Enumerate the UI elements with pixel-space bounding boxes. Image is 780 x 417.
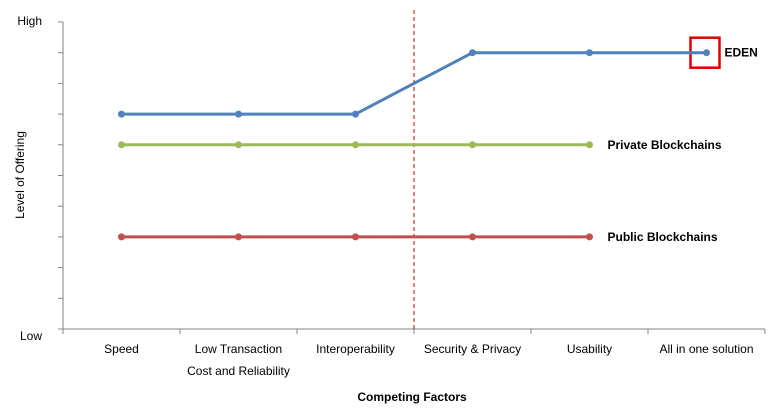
chart-series	[118, 49, 710, 241]
data-point	[118, 141, 125, 149]
data-point	[703, 49, 710, 57]
data-point	[469, 49, 476, 57]
data-point	[469, 233, 476, 241]
x-tick-label: Interoperability	[316, 342, 395, 356]
x-tick-label: All in one solution	[659, 342, 753, 356]
x-tick-label: Low Transaction Cost and Reliability	[187, 342, 290, 378]
series-label: Public Blockchains	[608, 230, 718, 244]
y-tick-label-low: Low	[20, 329, 42, 343]
data-point	[586, 141, 593, 149]
data-point	[235, 110, 242, 118]
data-point	[118, 233, 125, 241]
x-tick-label: Usability	[567, 342, 612, 356]
x-tick-label: Security & Privacy	[424, 342, 521, 356]
data-point	[469, 141, 476, 149]
data-point	[586, 49, 593, 57]
y-tick-label-high: High	[17, 14, 42, 28]
data-point	[235, 141, 242, 149]
series-line	[121, 51, 707, 116]
x-axis-title: Competing Factors	[357, 390, 467, 404]
data-point	[352, 141, 359, 149]
data-point	[586, 233, 593, 241]
data-point	[352, 233, 359, 241]
data-point	[235, 233, 242, 241]
chart-axes	[58, 21, 766, 334]
data-point	[118, 110, 125, 118]
y-axis-title: Level of Offering	[13, 131, 27, 219]
series-label: Private Blockchains	[608, 138, 722, 152]
x-tick-label: Speed	[104, 342, 139, 356]
data-point	[352, 110, 359, 118]
chart-labels: High Low Level of Offering Competing Fac…	[13, 14, 758, 404]
series-label: EDEN	[725, 46, 758, 60]
